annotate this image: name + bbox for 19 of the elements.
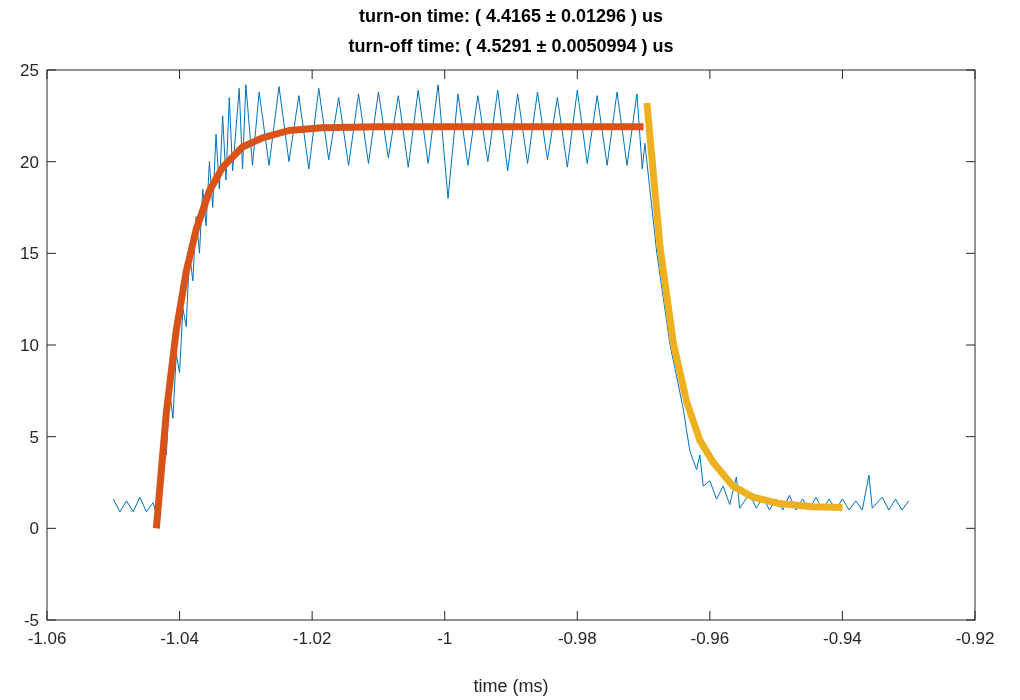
x-tick-label: -1.06 bbox=[27, 629, 67, 648]
chart-title: turn-on time: ( 4.4165 ± 0.01296 ) us bbox=[359, 6, 663, 26]
x-tick-label: -0.96 bbox=[690, 629, 730, 648]
y-tick-label: 5 bbox=[29, 427, 39, 447]
x-tick-label: -0.94 bbox=[823, 629, 862, 648]
x-tick-label: -0.98 bbox=[557, 629, 597, 648]
y-tick-label: 0 bbox=[29, 519, 39, 539]
y-tick-label: 20 bbox=[20, 152, 39, 172]
y-tick-label: 15 bbox=[20, 244, 39, 264]
y-tick-label: 10 bbox=[20, 336, 39, 355]
line-series bbox=[112, 84, 910, 515]
y-tick-label: -5 bbox=[23, 611, 39, 630]
x-tick-label: -1 bbox=[437, 629, 453, 648]
x-tick-label: -1.04 bbox=[160, 629, 199, 648]
y-tick-label: 25 bbox=[20, 61, 39, 80]
x-tick-label: -1.02 bbox=[292, 629, 332, 648]
chart-subtitle: turn-off time: ( 4.5291 ± 0.0050994 ) us bbox=[348, 36, 674, 56]
x-tick-label: -0.92 bbox=[955, 629, 995, 648]
x-axis-title: time (ms) bbox=[473, 676, 549, 696]
